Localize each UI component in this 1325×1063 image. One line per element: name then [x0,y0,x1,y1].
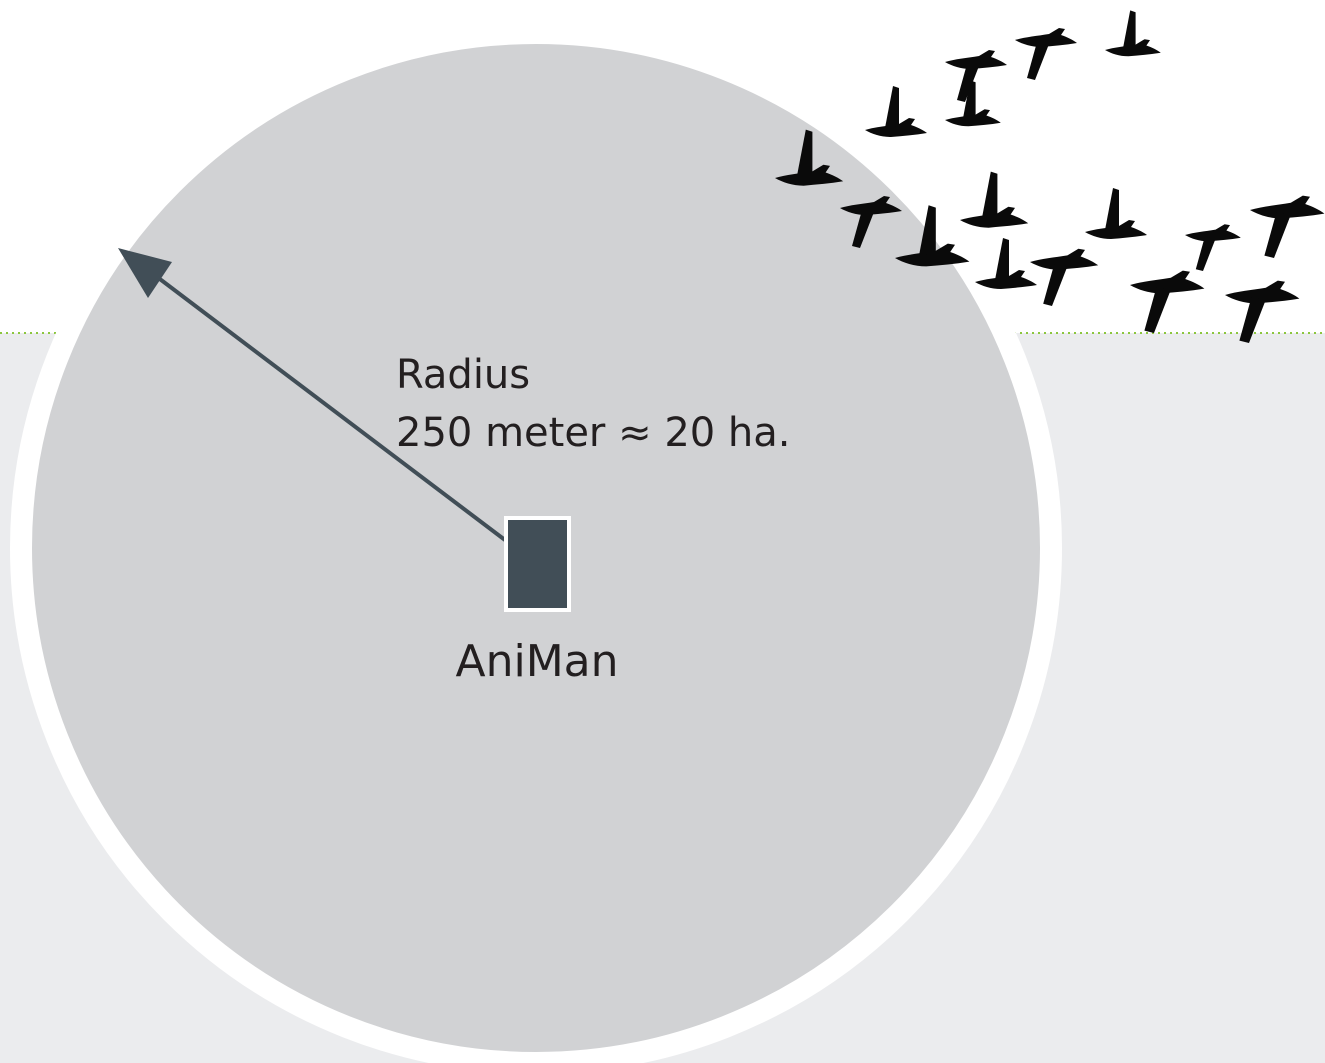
radius-value: 250 meter ≈ 20 ha. [396,410,791,456]
device-label: AniMan [455,636,618,687]
diagram: Radius 250 meter ≈ 20 ha. AniMan [0,0,1325,1063]
device-icon [506,518,569,610]
radius-title: Radius [396,352,530,398]
page: {"labels": {"radius_title": "Radius", "r… [0,0,1325,1063]
